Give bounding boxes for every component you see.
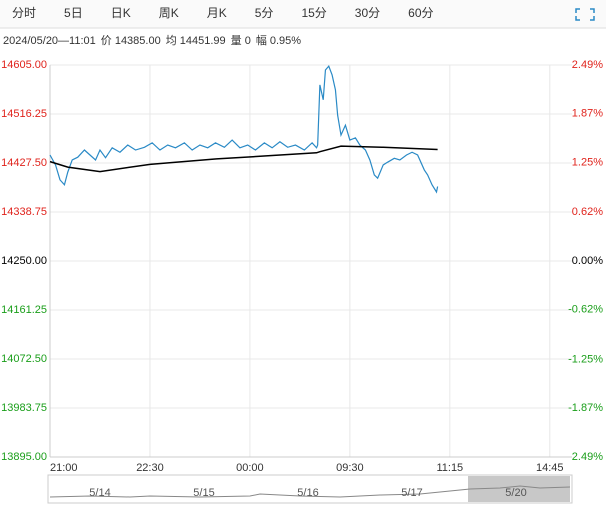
navigator-label: 5/20: [505, 487, 526, 499]
info-text: 价 14385.00: [101, 34, 161, 47]
x-tick-label: 00:00: [236, 462, 264, 474]
x-tick-label: 09:30: [336, 462, 364, 474]
y2-tick-label: 1.87%: [572, 108, 603, 120]
x-tick-label: 14:45: [536, 462, 564, 474]
y2-tick-label: 2.49%: [572, 59, 603, 71]
y-tick-label: 14161.25: [1, 304, 47, 316]
navigator-line: [49, 485, 571, 498]
tab[interactable]: 5分: [255, 6, 274, 20]
tab[interactable]: 月K: [207, 6, 227, 20]
info-text: 2024/05/20—11:01: [3, 35, 96, 47]
price-line: [49, 145, 438, 173]
y-tick-label: 14605.00: [1, 59, 47, 71]
x-tick-label: 21:00: [50, 462, 78, 474]
y-tick-label: 13983.75: [1, 402, 47, 414]
tab[interactable]: 日K: [111, 6, 131, 20]
price-line: [49, 64, 439, 194]
y-tick-label: 14338.75: [1, 206, 47, 218]
tab[interactable]: 周K: [159, 6, 179, 20]
navigator-label: 5/17: [401, 487, 422, 499]
tab[interactable]: 30分: [355, 6, 380, 20]
navigator-label: 5/15: [193, 487, 214, 499]
y-tick-label: 14427.50: [1, 157, 47, 169]
y-tick-label: 14072.50: [1, 353, 47, 365]
tab[interactable]: 15分: [301, 6, 326, 20]
y-tick-label: 14516.25: [1, 108, 47, 120]
y2-tick-label: -0.62%: [568, 304, 603, 316]
y2-tick-label: -2.49%: [568, 451, 603, 463]
y2-tick-label: -1.87%: [568, 402, 603, 414]
x-tick-label: 11:15: [436, 462, 463, 474]
navigator-label: 5/14: [89, 487, 110, 499]
tab-bar: [0, 0, 606, 28]
y2-tick-label: 1.25%: [572, 157, 603, 169]
info-text: 幅 0.95%: [256, 34, 301, 47]
tab[interactable]: 分时: [12, 6, 36, 20]
tab[interactable]: 60分: [408, 6, 433, 20]
y2-tick-label: 0.00%: [572, 255, 603, 267]
tab[interactable]: 5日: [64, 6, 83, 20]
x-tick-label: 22:30: [136, 462, 164, 474]
expand-icon[interactable]: [575, 8, 595, 21]
y2-tick-label: 0.62%: [572, 206, 603, 218]
y2-tick-label: -1.25%: [568, 353, 603, 365]
info-text: 均 14451.99: [166, 34, 226, 47]
navigator-label: 5/16: [297, 487, 318, 499]
y-tick-label: 14250.00: [1, 255, 47, 267]
y-tick-label: 13895.00: [1, 451, 47, 463]
info-text: 量 0: [231, 34, 251, 47]
